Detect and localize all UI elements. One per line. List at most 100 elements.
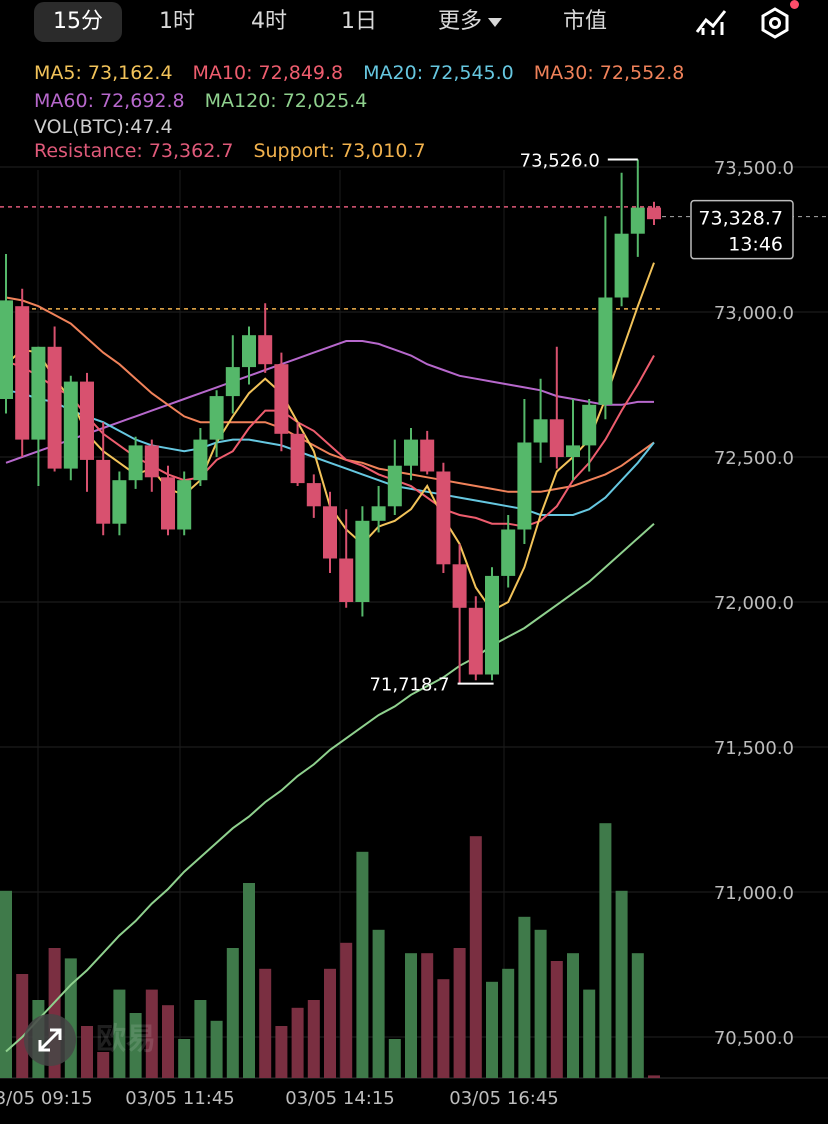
- ma20-value: MA20: 72,545.0: [363, 62, 514, 84]
- candle-body: [468, 607, 483, 675]
- candle-body: [533, 419, 548, 443]
- volume-bar: [162, 1005, 174, 1078]
- volume-bar: [405, 953, 417, 1078]
- candle-body: [452, 564, 467, 608]
- volume-bar: [145, 989, 158, 1078]
- volume-bar: [502, 968, 515, 1078]
- volume-bar: [0, 890, 12, 1078]
- candle-body: [371, 506, 386, 521]
- chart-line-icon[interactable]: [694, 6, 728, 38]
- candle-body: [630, 207, 645, 234]
- tab-market-cap[interactable]: 市值: [562, 9, 607, 34]
- x-tick-label: 03/05 09:15: [0, 1088, 93, 1109]
- volume-bar: [437, 979, 450, 1078]
- volume-bar: [291, 1007, 304, 1078]
- candle-body: [549, 419, 564, 457]
- y-tick-label: 72,000.0: [714, 593, 794, 614]
- candle-body: [387, 465, 402, 507]
- candle-body: [598, 297, 613, 405]
- volume-bar: [97, 1052, 110, 1078]
- ma10-line: [5, 355, 655, 528]
- y-tick-label: 73,000.0: [714, 303, 794, 324]
- volume-row: VOL(BTC):47.4: [34, 116, 193, 138]
- chevron-down-icon: [488, 17, 502, 27]
- x-tick-label: 03/05 11:45: [125, 1088, 234, 1109]
- candle-body: [31, 346, 46, 440]
- candle-body: [209, 396, 224, 440]
- hexagon-gear-icon[interactable]: [758, 6, 792, 40]
- y-tick-label: 70,500.0: [714, 1028, 794, 1049]
- candle-body: [193, 439, 208, 481]
- candle-body: [47, 346, 62, 469]
- ma10-value: MA10: 72,849.8: [192, 62, 344, 84]
- volume-bar: [194, 1000, 207, 1078]
- candle-body: [582, 404, 597, 446]
- candle-body: [323, 506, 337, 559]
- candle-body: [112, 480, 127, 524]
- x-tick-label: 03/05 14:15: [285, 1088, 394, 1109]
- support-value: Support: 73,010.7: [253, 140, 426, 162]
- low-marker-label: 71,718.7: [369, 675, 449, 696]
- y-tick-label: 71,000.0: [714, 883, 794, 904]
- expand-arrows-icon: [38, 1028, 62, 1052]
- volume-bar: [486, 981, 498, 1078]
- y-tick-label: 71,500.0: [714, 738, 794, 759]
- volume-bar: [81, 1026, 93, 1078]
- candle-body: [339, 558, 354, 602]
- levels-row: Resistance: 73,362.7 Support: 73,010.7: [34, 140, 446, 162]
- candle-body: [15, 306, 30, 440]
- volume-bar: [243, 883, 255, 1078]
- volume-bar: [307, 1000, 320, 1078]
- candle-body: [0, 300, 13, 399]
- volume-bar: [583, 989, 596, 1078]
- ma5-value: MA5: 73,162.4: [34, 62, 173, 84]
- x-tick-label: 03/05 16:45: [449, 1088, 558, 1109]
- countdown-label: 13:46: [728, 234, 783, 256]
- ma120-line: [5, 522, 655, 1053]
- candle-body: [96, 459, 111, 524]
- volume-bar: [599, 823, 612, 1078]
- volume-bar: [16, 974, 29, 1078]
- high-marker-label: 73,526.0: [520, 150, 600, 171]
- resistance-value: Resistance: 73,362.7: [34, 140, 234, 162]
- candle-body: [404, 439, 418, 466]
- volume-bar: [226, 948, 239, 1078]
- ma30-value: MA30: 72,552.8: [533, 62, 685, 84]
- last-price-label: 73,328.7: [698, 208, 783, 230]
- y-tick-label: 72,500.0: [714, 448, 794, 469]
- ma60-value: MA60: 72,692.8: [34, 90, 185, 112]
- volume-bar: [550, 961, 563, 1078]
- volume-bar: [210, 1020, 223, 1078]
- volume-bar: [129, 1013, 142, 1078]
- candle-body: [128, 445, 143, 481]
- tab-more[interactable]: 更多: [420, 2, 520, 42]
- candle-body: [647, 207, 661, 220]
- volume-bar: [324, 968, 336, 1078]
- ma-row-2: MA60: 72,692.8 MA120: 72,025.4: [34, 90, 387, 112]
- volume-bar: [113, 989, 126, 1078]
- expand-button[interactable]: [24, 1014, 76, 1066]
- volume-bar: [615, 890, 628, 1078]
- tab-1d[interactable]: 1日: [341, 9, 377, 34]
- volume-bar: [453, 948, 466, 1078]
- timeframe-tabs: 15分 1时 4时 1日 更多 市值: [0, 0, 828, 44]
- last-price-box: [690, 199, 794, 260]
- y-tick-label: 73,500.0: [714, 158, 794, 179]
- volume-bar: [534, 929, 547, 1078]
- volume-bar: [421, 953, 434, 1078]
- candle-body: [80, 381, 94, 460]
- candle-body: [290, 433, 305, 484]
- volume-bar: [372, 929, 385, 1078]
- candle-body: [161, 477, 175, 530]
- tab-4h[interactable]: 4时: [251, 9, 287, 34]
- volume-bar: [631, 953, 644, 1078]
- tab-15min[interactable]: 15分: [34, 2, 122, 42]
- tab-1h[interactable]: 1时: [159, 9, 195, 34]
- ma60-line: [5, 340, 654, 464]
- candle-body: [436, 471, 451, 565]
- candle-body: [258, 335, 273, 365]
- volume-bar: [469, 836, 482, 1078]
- candle-body: [501, 529, 516, 576]
- ma30-line: [5, 296, 655, 493]
